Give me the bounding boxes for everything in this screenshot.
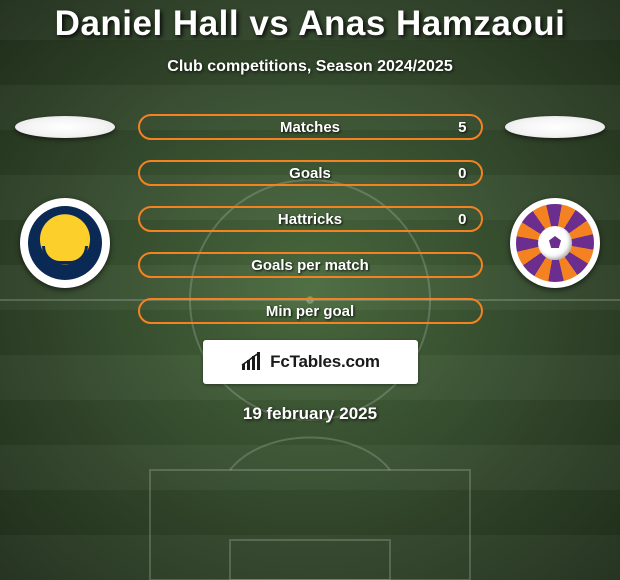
brand-badge[interactable]: FcTables.com bbox=[203, 340, 418, 384]
stat-row: Goals 0 bbox=[138, 160, 483, 186]
left-side bbox=[10, 116, 120, 288]
stat-row: Matches 5 bbox=[138, 114, 483, 140]
stat-row: Hattricks 0 bbox=[138, 206, 483, 232]
player-right-silhouette bbox=[505, 116, 605, 138]
stats-column: Matches 5 Goals 0 Hattricks 0 Goals per match M… bbox=[138, 114, 483, 324]
stat-row: Min per goal bbox=[138, 298, 483, 324]
player-left-silhouette bbox=[15, 116, 115, 138]
right-side bbox=[500, 116, 610, 288]
stat-label: Goals per match bbox=[251, 257, 369, 274]
page-title: Daniel Hall vs Anas Hamzaoui bbox=[0, 4, 620, 44]
mariners-crest-icon bbox=[28, 206, 102, 280]
comparison-row: Matches 5 Goals 0 Hattricks 0 Goals per match M… bbox=[0, 116, 620, 324]
stat-right-value: 5 bbox=[458, 119, 466, 136]
bar-chart-icon bbox=[240, 352, 264, 372]
stat-label: Goals bbox=[289, 165, 331, 182]
stat-label: Hattricks bbox=[278, 211, 342, 228]
stat-label: Matches bbox=[280, 119, 340, 136]
generation-date: 19 february 2025 bbox=[0, 404, 620, 424]
stat-right-value: 0 bbox=[458, 211, 466, 228]
page-subtitle: Club competitions, Season 2024/2025 bbox=[0, 58, 620, 76]
stat-row: Goals per match bbox=[138, 252, 483, 278]
club-badge-left bbox=[20, 198, 110, 288]
stat-label: Min per goal bbox=[266, 303, 354, 320]
perth-glory-crest-icon bbox=[516, 204, 594, 282]
stat-right-value: 0 bbox=[458, 165, 466, 182]
club-badge-right bbox=[510, 198, 600, 288]
brand-text: FcTables.com bbox=[270, 352, 380, 372]
